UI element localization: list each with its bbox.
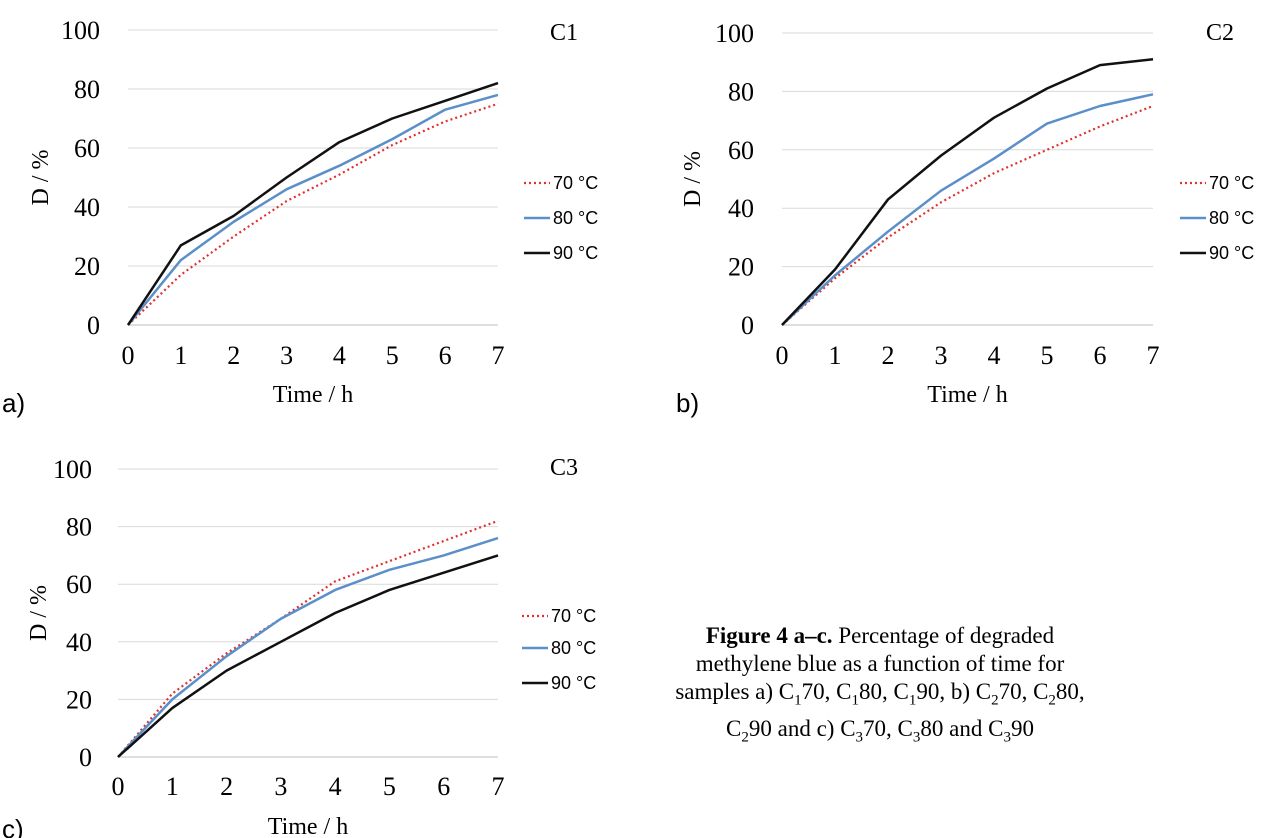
x-tick-label: 0 [122,341,135,370]
figure-caption: Figure 4 a–c. Percentage of degraded met… [660,622,1100,751]
x-tick-label: 6 [439,341,452,370]
legend-entry: 70 °C [1209,173,1254,193]
x-tick-label: 5 [1041,341,1054,370]
y-tick-label: 100 [53,455,92,484]
y-tick-label: 60 [728,136,754,165]
legend-entry: 90 °C [551,673,596,693]
series-line-90C [781,58,1154,326]
x-tick-label: 0 [112,772,125,801]
chart-panel-1: 0 20 40 60 80 100 0 1 2 3 4 5 6 7 Time / h D / % C1 a) 70 … [2,16,598,418]
series-line-70C [781,104,1154,326]
x-tick-label: 1 [166,772,179,801]
caption-label: Figure 4 a–c. [705,623,833,648]
x-tick-label: 3 [935,341,948,370]
legend-entry: 90 °C [553,243,598,263]
series-line-80C [117,536,499,758]
y-tick-label: 40 [66,628,92,657]
x-tick-label: 7 [492,772,505,801]
x-tick-label: 0 [776,341,789,370]
chart-panel-3: 0 20 40 60 80 100 0 1 2 3 4 5 6 7 Time / h D / % C3 c) 70 … [2,455,596,838]
chart-title: C2 [1206,20,1234,46]
series-line-80C [127,93,499,326]
legend-entry: 90 °C [1209,243,1254,263]
legend-entry: 80 °C [1209,208,1254,228]
x-tick-label: 5 [383,772,396,801]
chart-title: C3 [550,455,578,481]
y-tick-label: 60 [74,134,100,163]
y-tick-label: 100 [715,19,754,48]
x-tick-label: 6 [437,772,450,801]
y-tick-label: 20 [728,253,754,282]
y-tick-label: 0 [87,311,100,340]
y-axis-label: D / % [680,151,706,207]
x-tick-label: 1 [174,341,187,370]
x-tick-label: 2 [227,341,240,370]
panel-letter: a) [2,388,25,418]
chart-panel-2: 0 20 40 60 80 100 0 1 2 3 4 5 6 7 Time / h D / % C2 b) 70 … [676,19,1254,418]
x-tick-label: 2 [882,341,895,370]
series-line-90C [126,81,499,326]
y-tick-label: 60 [66,570,92,599]
series-line-80C [781,93,1154,326]
caption-text: Percentage of degraded methylene blue as… [675,623,1085,746]
x-tick-label: 3 [280,341,293,370]
panel-letter: c) [2,814,24,838]
y-tick-label: 80 [728,77,754,106]
x-tick-label: 6 [1094,341,1107,370]
series-line-70C [127,102,499,326]
x-tick-label: 3 [274,772,287,801]
y-tick-label: 0 [741,311,754,340]
x-tick-label: 1 [829,341,842,370]
panel-letter: b) [676,388,699,418]
x-axis-label: Time / h [273,382,353,408]
x-axis-label: Time / h [927,382,1007,408]
legend-entry: 80 °C [551,638,596,658]
y-tick-label: 20 [74,252,100,281]
y-tick-label: 0 [79,743,92,772]
legend-entry: 70 °C [551,606,596,626]
y-tick-label: 40 [728,194,754,223]
chart-title: C1 [550,20,578,46]
x-tick-label: 7 [492,341,505,370]
y-tick-label: 40 [74,193,100,222]
series-line-90C [117,554,499,758]
x-tick-label: 2 [220,772,233,801]
x-tick-label: 4 [333,341,346,370]
legend-entry: 80 °C [553,208,598,228]
x-tick-label: 4 [329,772,342,801]
legend-entry: 70 °C [553,173,598,193]
y-axis-label: D / % [28,150,54,206]
x-tick-label: 7 [1147,341,1160,370]
y-axis-label: D / % [26,585,52,641]
y-tick-label: 80 [74,75,100,104]
x-tick-label: 4 [988,341,1001,370]
x-tick-label: 5 [386,341,399,370]
y-tick-label: 80 [66,513,92,542]
y-tick-label: 100 [61,16,100,45]
x-axis-label: Time / h [268,814,348,838]
y-tick-label: 20 [66,685,92,714]
